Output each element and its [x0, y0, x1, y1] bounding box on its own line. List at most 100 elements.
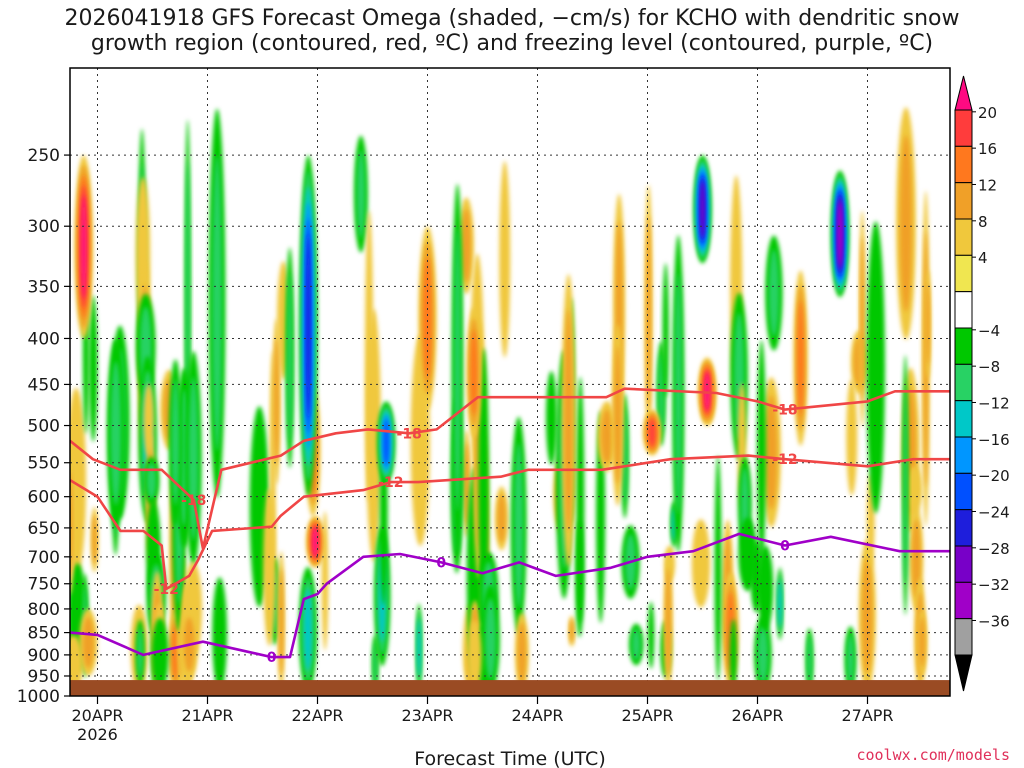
x-axis-label: Forecast Time (UTC)	[414, 748, 605, 768]
colorbar-bin	[954, 581, 973, 620]
y-tick-label: 950	[28, 667, 60, 687]
omega-streak	[365, 210, 374, 503]
contour-label: -18	[772, 403, 797, 419]
y-tick-label: 900	[28, 646, 60, 666]
omega-streak	[601, 409, 613, 464]
y-tick-label: 250	[28, 146, 60, 166]
x-tick-sublabel: 2026	[77, 725, 118, 744]
y-tick-label: 500	[28, 417, 60, 437]
omega-feature	[383, 419, 389, 466]
omega-streak	[906, 465, 922, 515]
colorbar-label: −20	[978, 467, 1010, 485]
colorbar-bin	[954, 218, 973, 256]
x-tick-label: 21APR	[181, 706, 233, 725]
omega-feature	[700, 181, 705, 238]
colorbar-bin	[954, 182, 973, 220]
omega-shading	[70, 107, 931, 693]
colorbar-label: −36	[978, 612, 1010, 630]
grid	[70, 68, 950, 696]
omega-streak	[738, 517, 758, 592]
omega-streak	[665, 567, 671, 676]
plot-area	[70, 68, 950, 696]
contour-label: -12	[772, 452, 797, 468]
omega-streak	[416, 618, 421, 677]
omega-streak	[846, 634, 854, 685]
omega-feature	[423, 257, 432, 379]
omega-streak	[499, 161, 511, 358]
x-tick-label: 24APR	[511, 706, 563, 725]
contour-label: 0	[780, 539, 790, 555]
omega-streak	[146, 462, 157, 500]
omega-streak	[513, 442, 524, 609]
omega-feature	[110, 361, 122, 506]
chart-title: 2026041918 GFS Forecast Omega (shaded, −…	[0, 6, 1024, 56]
omega-streak	[453, 228, 461, 512]
omega-streak	[807, 635, 812, 685]
contour-label: -18	[181, 493, 206, 509]
omega-streak	[467, 620, 482, 693]
contour-label: -12	[154, 582, 179, 598]
y-tick-label: 750	[28, 575, 60, 595]
omega-feature	[312, 527, 318, 557]
y-tick-label: 550	[28, 454, 60, 474]
colorbar-label: 16	[978, 140, 997, 158]
x-tick-label: 25APR	[621, 706, 673, 725]
omega-streak	[714, 455, 722, 682]
colorbar-bin	[954, 472, 973, 511]
title-line-2: growth region (contoured, red, ºC) and f…	[90, 31, 934, 56]
omega-streak	[797, 300, 804, 416]
colorbar-bin	[954, 618, 973, 656]
credit-link[interactable]: coolwx.com/models	[856, 746, 1010, 764]
x-tick-label: 27APR	[841, 706, 893, 725]
y-tick-label: 300	[28, 217, 60, 237]
colorbar-label: −32	[978, 576, 1010, 594]
omega-streak	[662, 262, 669, 398]
x-tick-label: 23APR	[401, 706, 453, 725]
y-tick-label: 650	[28, 519, 60, 539]
colorbar-label: 4	[978, 249, 988, 267]
contour-line	[70, 532, 950, 659]
colorbar-label: 12	[978, 176, 997, 194]
omega-streak	[647, 601, 655, 669]
colorbar-bin	[954, 436, 973, 474]
omega-streak	[517, 622, 526, 683]
colorbar-bin	[954, 145, 973, 184]
omega-streak	[356, 149, 366, 239]
omega-streak	[185, 162, 190, 435]
omega-streak	[757, 339, 767, 565]
x-tick-label: 20APR	[71, 706, 123, 725]
omega-streak	[484, 598, 497, 680]
y-tick-label: 350	[28, 277, 60, 297]
colorbar-bin	[954, 291, 973, 329]
contour-line	[70, 387, 950, 550]
omega-streak	[304, 588, 312, 671]
colorbar-label: −12	[978, 394, 1010, 412]
contour-line	[70, 454, 950, 591]
colorbar-bin	[954, 109, 973, 147]
omega-streak	[691, 519, 711, 608]
temperature-contours: -18 -18 -18 -12 -12 -12 0 0 0	[70, 387, 950, 666]
omega-streak	[658, 353, 665, 434]
omega-streak	[622, 408, 628, 504]
omega-streak	[925, 282, 930, 366]
y-tick-label: 400	[28, 329, 60, 349]
colorbar-arrow-top	[954, 75, 973, 111]
omega-streak	[212, 155, 223, 452]
omega-streak	[171, 379, 180, 506]
omega-streak	[461, 208, 471, 283]
omega-streak	[279, 567, 284, 676]
colorbar-label: −4	[978, 322, 1000, 340]
omega-streak	[631, 628, 641, 661]
y-tick-label: 450	[28, 375, 60, 395]
omega-streak	[614, 345, 622, 485]
omega-streak	[373, 641, 378, 686]
omega-streak	[497, 494, 506, 543]
colorbar-label: 20	[978, 104, 997, 122]
colorbar: 20 16 12 8 4 −4 −8 −12 −16 −20 −24 −28 −32 −36	[954, 75, 1010, 692]
omega-feature	[649, 418, 656, 447]
omega-streak	[576, 376, 585, 623]
y-tick-label: 850	[28, 624, 60, 644]
omega-streak	[263, 488, 276, 647]
omega-streak	[92, 514, 97, 565]
colorbar-bin	[954, 545, 973, 583]
